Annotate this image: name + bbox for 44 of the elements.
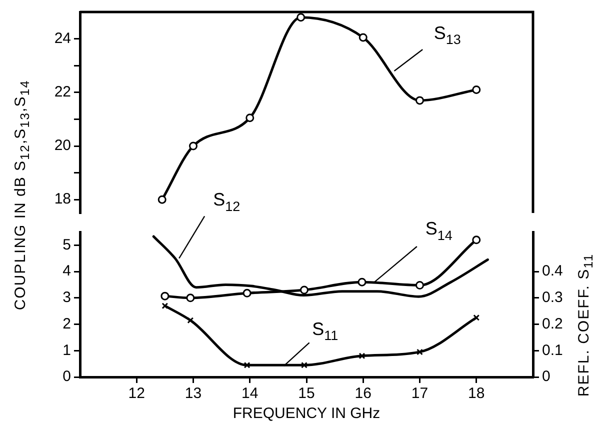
y2-tick-label: 0.2 (542, 315, 563, 332)
point (358, 278, 366, 286)
x-tick-label: 15 (298, 385, 315, 402)
point (301, 362, 308, 368)
point (416, 281, 424, 290)
x-tick-label: 18 (468, 385, 485, 402)
point (358, 33, 368, 42)
point (416, 348, 423, 356)
point (300, 286, 308, 294)
y2-tick-label: 0.1 (542, 342, 563, 359)
y-tick-label: 0 (62, 368, 71, 386)
point (189, 142, 198, 150)
x-tick-label: 16 (354, 385, 372, 402)
x-tick-label: 17 (411, 385, 428, 402)
point (358, 352, 366, 360)
point (162, 302, 168, 310)
y2-tick-label: 0.4 (542, 262, 563, 280)
point (246, 114, 254, 122)
x-tick-label: 14 (242, 385, 258, 402)
point (472, 85, 481, 94)
x-tick-label: 12 (128, 385, 145, 402)
y2-tick-label: 0.3 (542, 289, 563, 306)
point (160, 292, 170, 300)
point (473, 314, 480, 321)
x-axis-title: FREQUENCY IN GHz (232, 405, 380, 422)
y2-tick-label: 0 (542, 368, 550, 386)
point (244, 362, 250, 368)
y-tick-label: 5 (62, 236, 71, 254)
y-tick-label: 20 (54, 137, 71, 154)
point (416, 96, 424, 105)
y-tick-label: 22 (54, 84, 71, 101)
point (296, 13, 306, 22)
point (242, 288, 252, 298)
point (187, 317, 194, 324)
y-tick-label: 18 (54, 190, 71, 208)
point (472, 236, 481, 244)
y-tick-label: 2 (62, 315, 71, 332)
y-tick-label: 24 (54, 30, 71, 47)
x-tick-label: 13 (184, 385, 202, 402)
point (186, 294, 195, 302)
y-tick-label: 1 (62, 342, 71, 359)
y-tick-label: 3 (62, 289, 71, 306)
y-tick-label: 4 (62, 262, 71, 280)
point (158, 195, 166, 204)
